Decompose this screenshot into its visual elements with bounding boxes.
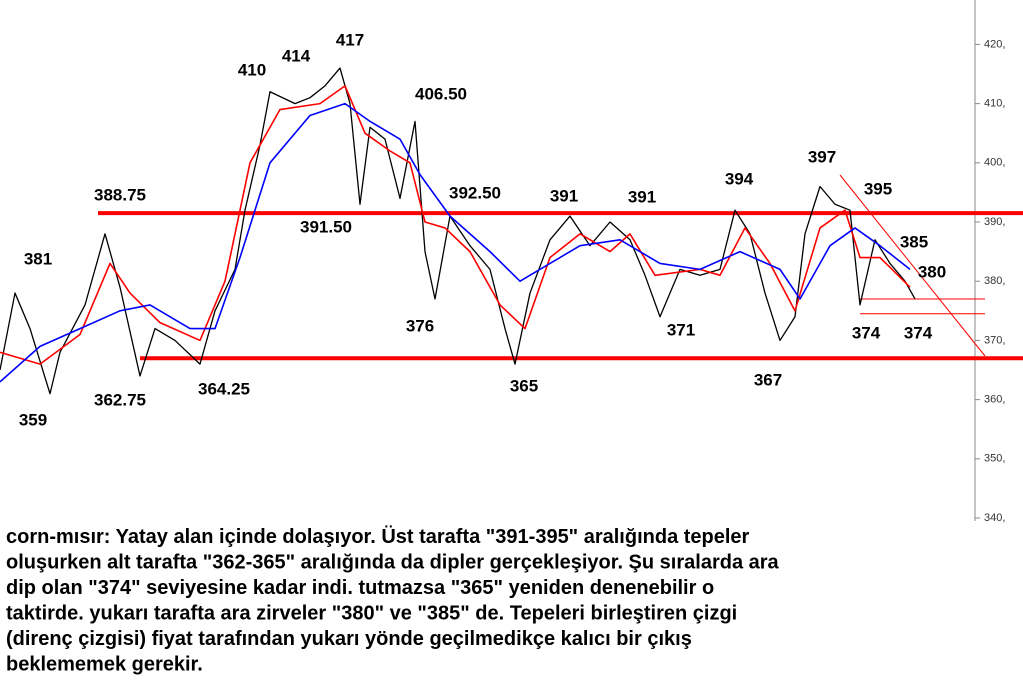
price-annotation: 388.75 [94, 185, 146, 204]
y-tick-label: 420, [984, 38, 1005, 50]
price-annotation: 362.75 [94, 390, 146, 409]
price-annotation: 417 [336, 30, 364, 49]
y-tick-label: 390, [984, 216, 1005, 228]
price-annotation: 395 [864, 179, 892, 198]
trendline [839, 174, 986, 357]
price-annotation: 365 [510, 376, 538, 395]
caption-line: dip olan "374" seviyesine kadar indi. tu… [6, 577, 714, 599]
caption-line: (direnç çizgisi) fiyat tarafından yukarı… [6, 628, 692, 650]
price-line [0, 67, 916, 395]
price-annotation: 359 [19, 410, 47, 429]
price-annotation: 414 [282, 46, 311, 65]
price-annotation: 364.25 [198, 379, 250, 398]
price-annotation: 371 [667, 320, 695, 339]
moving-average [0, 102, 911, 383]
price-annotation: 376 [406, 316, 434, 335]
caption-line: beklememek gerekir. [6, 654, 203, 676]
price-annotation: 391 [550, 186, 578, 205]
price-annotation: 394 [725, 169, 754, 188]
moving-average [0, 85, 911, 365]
y-tick-label: 350, [984, 453, 1005, 465]
price-annotation: 391.50 [300, 217, 352, 236]
caption-line: taktirde. yukarı tarafta ara zirveler "3… [6, 603, 737, 625]
price-annotation: 406.50 [415, 84, 467, 103]
price-annotation: 410 [238, 60, 266, 79]
price-annotation: 385 [900, 232, 928, 251]
caption-line: corn-mısır: Yatay alan içinde dolaşıyor.… [6, 525, 750, 548]
price-annotation: 380 [918, 262, 946, 281]
price-annotation: 391 [628, 187, 656, 206]
price-annotation: 374 [904, 323, 933, 342]
price-annotation: 374 [852, 323, 881, 342]
y-tick-label: 380, [984, 275, 1005, 287]
price-annotation: 397 [808, 147, 836, 166]
y-tick-label: 340, [984, 512, 1005, 524]
price-annotation: 392.50 [449, 183, 501, 202]
caption-line: oluşurken alt tarafta "362-365" aralığın… [6, 552, 780, 574]
y-tick-label: 360, [984, 394, 1005, 406]
price-annotation: 381 [24, 249, 52, 268]
price-annotation: 367 [754, 370, 782, 389]
y-tick-label: 370, [984, 334, 1005, 346]
y-tick-label: 410, [984, 98, 1005, 110]
y-tick-label: 400, [984, 157, 1005, 169]
